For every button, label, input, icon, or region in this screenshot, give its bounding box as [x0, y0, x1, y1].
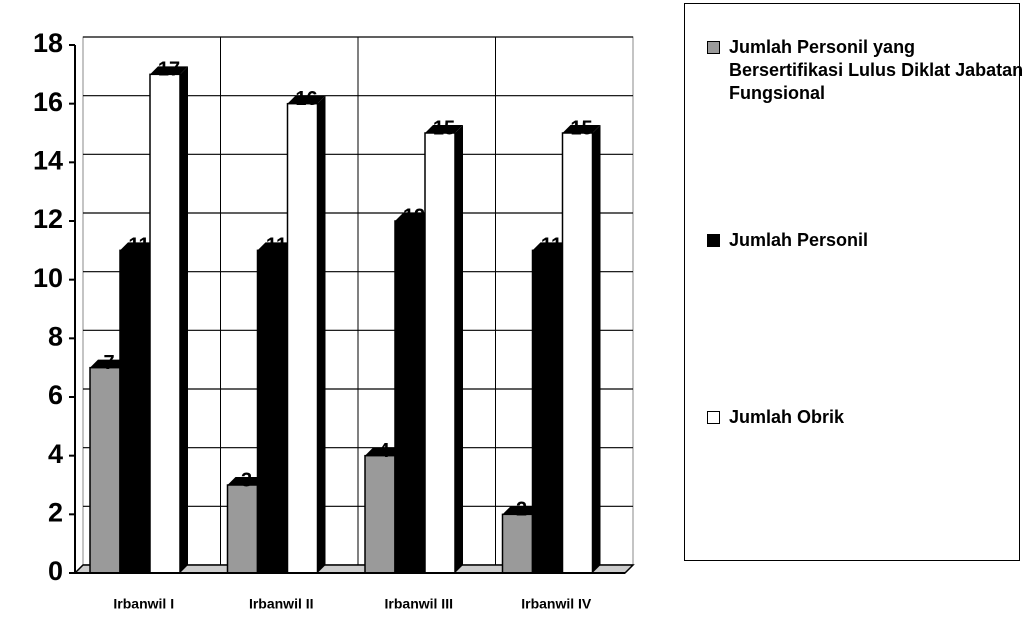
x-tick-label: Irbanwil IV: [521, 596, 592, 612]
bar-side: [317, 95, 326, 574]
bar-top: [562, 125, 601, 133]
bar: [501, 513, 534, 574]
legend-entry: Jumlah Personil: [707, 229, 1029, 252]
bar-top: [395, 213, 433, 221]
legend-swatch: [707, 411, 720, 424]
legend-label: Jumlah Personil yang Bersertifikasi Lulu…: [729, 37, 1024, 103]
bar: [226, 484, 259, 574]
value-label: 11: [541, 235, 562, 257]
value-label: 17: [158, 59, 180, 81]
bar-top: [120, 242, 158, 251]
bar: [89, 366, 121, 574]
y-tick-label: 6: [48, 380, 63, 410]
legend: Jumlah Personil yang Bersertifikasi Lulu…: [684, 3, 1023, 561]
bar-top: [532, 242, 571, 251]
bar: [256, 249, 289, 574]
bar: [394, 220, 426, 574]
y-tick-label: 4: [48, 439, 63, 469]
legend-label: Jumlah Obrik: [729, 407, 845, 427]
legend-swatch: [707, 41, 720, 54]
bar-top: [257, 242, 296, 251]
bar: [364, 454, 396, 574]
bar-side: [592, 125, 601, 573]
bar-top: [150, 66, 188, 75]
y-tick-label: 18: [33, 28, 63, 58]
legend-label: Jumlah Personil: [729, 230, 869, 250]
legend-entry: Jumlah Obrik: [707, 406, 1029, 429]
value-label: 3: [241, 469, 252, 491]
y-tick-label: 2: [48, 497, 63, 527]
bar: [424, 132, 456, 574]
bar-top: [90, 359, 128, 368]
x-tick-label: Irbanwil III: [385, 596, 453, 612]
value-label: 2: [516, 499, 527, 521]
value-label: 15: [570, 117, 592, 139]
bar-top: [365, 447, 403, 456]
legend-entry: Jumlah Personil yang Bersertifikasi Lulu…: [707, 36, 1029, 105]
y-tick-label: 10: [33, 263, 63, 293]
bar-side: [455, 125, 463, 573]
value-label: 7: [103, 352, 114, 374]
bar: [119, 249, 151, 574]
legend-swatch: [707, 234, 720, 247]
x-tick-label: Irbanwil I: [113, 596, 174, 612]
y-tick-label: 14: [33, 145, 63, 175]
y-tick-label: 16: [33, 87, 63, 117]
bar: [561, 132, 594, 574]
value-label: 4: [378, 440, 390, 462]
value-label: 12: [403, 205, 425, 227]
value-label: 11: [128, 235, 149, 257]
y-tick-label: 0: [48, 556, 63, 586]
bar: [149, 73, 181, 574]
y-tick-label: 12: [33, 204, 63, 234]
bar-top: [227, 477, 266, 485]
chart: 0 2 4 6 8 10 12 14 16 18 Irbanwil I 7 11 17 Irbanwil I…: [33, 28, 635, 612]
value-label: 11: [266, 235, 287, 257]
bar-side: [180, 66, 188, 573]
bar-top: [425, 125, 463, 133]
value-label: 16: [295, 88, 317, 110]
bar: [286, 102, 319, 574]
bar-top: [287, 95, 326, 104]
value-label: 15: [433, 117, 455, 139]
x-tick-label: Irbanwil II: [249, 596, 314, 612]
bar-top: [502, 506, 541, 515]
bar: [531, 249, 564, 574]
y-tick-label: 8: [48, 321, 63, 351]
